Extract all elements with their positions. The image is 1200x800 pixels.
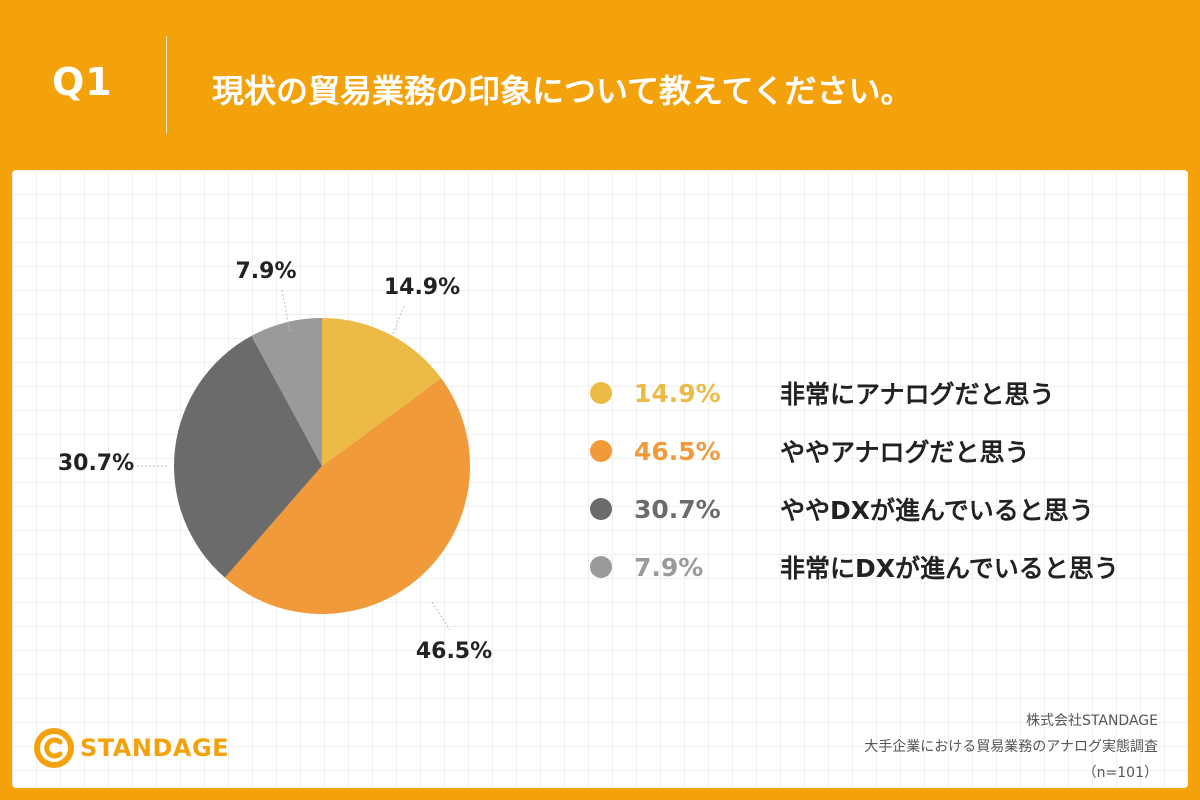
leader-line: [281, 289, 291, 333]
header-divider: [166, 36, 167, 134]
pie-slice: [251, 318, 322, 466]
legend-dot-icon: [590, 498, 612, 520]
legend-item: 46.5% ややアナログだと思う: [590, 422, 1119, 480]
standage-logo-icon: [34, 728, 74, 768]
chart-panel: 14.9% 46.5% 30.7% 7.9%: [12, 170, 1188, 788]
legend-percent: 14.9%: [634, 378, 721, 408]
legend-label: ややアナログだと思う: [780, 438, 1030, 467]
legend-item: 30.7% ややDXが進んでいると思う: [590, 480, 1119, 538]
pie-chart: 14.9% 46.5% 30.7% 7.9%: [58, 259, 492, 664]
sample-size: （n=101）: [1082, 765, 1158, 781]
source-survey: 大手企業における貿易業務のアナログ実態調査: [864, 739, 1158, 755]
logo-text: STANDAGE: [80, 734, 230, 762]
slice-value-label: 14.9%: [384, 275, 460, 300]
slice-value-label: 7.9%: [235, 259, 296, 284]
pie-slice: [174, 335, 322, 578]
leader-line: [391, 305, 405, 337]
legend-item: 7.9% 非常にDXが進んでいると思う: [590, 538, 1119, 596]
legend-dot-icon: [590, 440, 612, 462]
pie-slice: [224, 378, 470, 614]
slice-value-label: 30.7%: [58, 451, 134, 476]
source-company: 株式会社STANDAGE: [1026, 713, 1158, 729]
source-note: 株式会社STANDAGE 大手企業における貿易業務のアナログ実態調査 （n=10…: [864, 708, 1158, 786]
chart-legend: 14.9% 非常にアナログだと思う 46.5% ややアナログだと思う 30.7%…: [590, 364, 1119, 596]
legend-label: ややDXが進んでいると思う: [780, 496, 1094, 525]
legend-percent: 46.5%: [634, 436, 721, 466]
pie-slice: [322, 318, 442, 466]
standage-logo: STANDAGE: [34, 728, 229, 768]
legend-percent: 30.7%: [634, 494, 721, 524]
legend-dot-icon: [590, 556, 612, 578]
leader-line: [431, 601, 451, 631]
question-title: 現状の貿易業務の印象について教えてください。: [212, 72, 913, 110]
legend-item: 14.9% 非常にアナログだと思う: [590, 364, 1119, 422]
legend-dot-icon: [590, 382, 612, 404]
legend-label: 非常にアナログだと思う: [780, 380, 1055, 409]
question-label: Q1: [52, 60, 113, 104]
legend-label: 非常にDXが進んでいると思う: [780, 554, 1119, 583]
header: Q1 現状の貿易業務の印象について教えてください。: [0, 0, 1200, 170]
slice-value-label: 46.5%: [416, 639, 492, 664]
legend-percent: 7.9%: [634, 552, 704, 582]
